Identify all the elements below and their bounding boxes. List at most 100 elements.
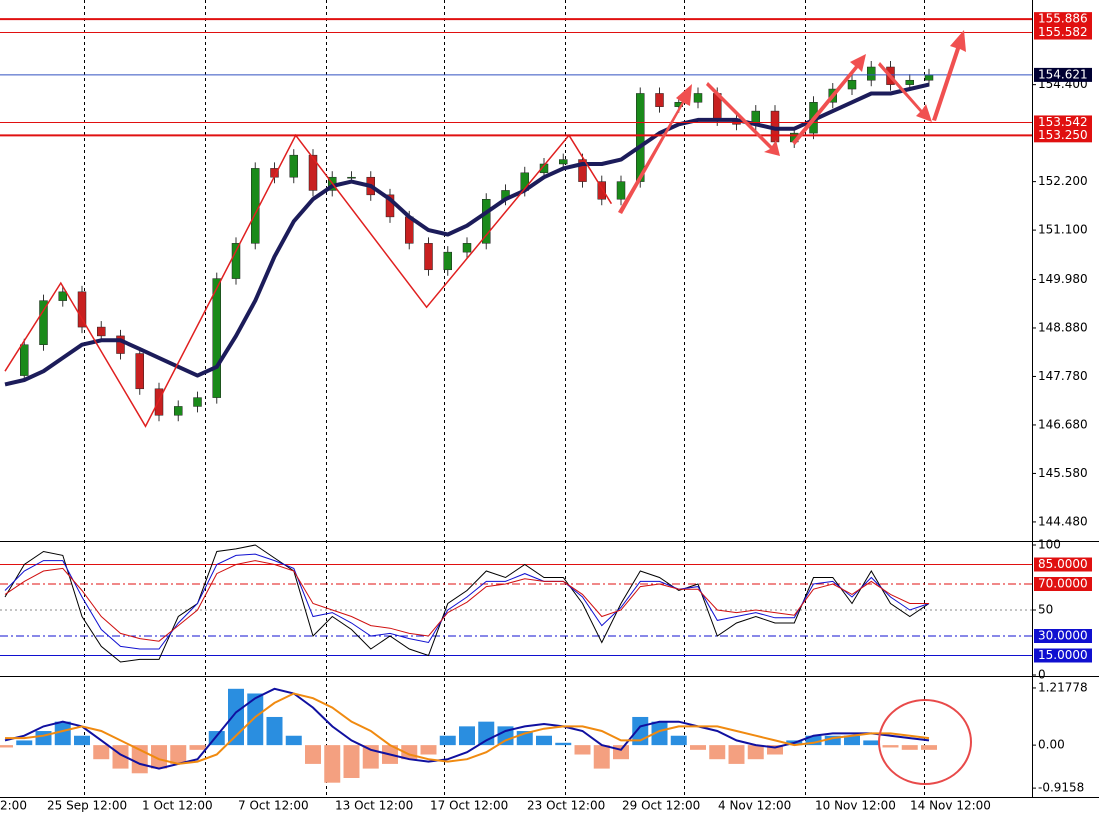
level-label-box: [1034, 25, 1092, 40]
level-label-box: [1034, 557, 1092, 572]
candle: [655, 93, 664, 107]
plot-area: 144.480 145.580 146.680 147.780 148.880 149.9…: [0, 12, 1092, 813]
moving-average: [4, 82, 930, 387]
histogram-bar: [728, 745, 745, 764]
candle: [559, 159, 568, 165]
candle: [847, 79, 857, 90]
histogram-bar: [882, 745, 899, 748]
y-tick-label: 50: [1038, 603, 1053, 617]
histogram-bar: [574, 745, 591, 755]
y-tick-label: 151.100: [1038, 223, 1088, 237]
time-grid: [84, 0, 925, 797]
candle: [97, 326, 106, 337]
level-label-box: [1034, 577, 1092, 591]
x-tick-label: 29 Oct 12:00: [622, 799, 700, 813]
histogram-bar: [901, 745, 918, 750]
x-tick-label: 14 Nov 12:00: [910, 799, 991, 813]
y-tick-label: 145.580: [1038, 466, 1088, 480]
x-tick-label: 2:00: [0, 799, 27, 813]
histogram-bar: [74, 735, 90, 746]
y-tick-label: 1.21778: [1038, 680, 1088, 694]
level-label: 85.0000: [1038, 557, 1088, 571]
histogram-bar: [555, 742, 572, 746]
histogram-bar: [189, 745, 206, 750]
level-label: 155.582: [1038, 25, 1088, 39]
y-tick-label: 144.480: [1038, 514, 1088, 528]
histogram-bar: [16, 740, 33, 746]
histogram-bar: [0, 745, 13, 748]
x-tick-label: 7 Oct 12:00: [238, 799, 309, 813]
histogram-bar: [324, 745, 341, 783]
histogram-bar: [670, 735, 687, 746]
oscillator-line: [4, 544, 930, 663]
y-tick-label: 152.200: [1038, 174, 1088, 188]
candle: [193, 397, 202, 407]
level-label-box: [1034, 128, 1092, 143]
candle: [693, 93, 703, 103]
highlight-circle: [878, 699, 972, 785]
annotations: [618, 30, 972, 785]
histogram-bar: [690, 745, 706, 750]
level-label: 155.886: [1038, 12, 1088, 26]
histogram-bar: [247, 693, 264, 746]
frame: [0, 0, 1099, 798]
candle: [578, 159, 587, 182]
y-tick-label: 149.980: [1038, 272, 1088, 286]
histogram-bar: [747, 745, 764, 760]
x-tick-label: 25 Sep 12:00: [47, 799, 127, 813]
histogram-bar: [266, 716, 283, 746]
y-tick-label: 147.780: [1038, 369, 1088, 383]
histogram-bar: [459, 726, 475, 746]
histogram-bar: [709, 745, 726, 760]
candle: [482, 198, 491, 244]
histogram-bar: [651, 721, 668, 746]
y-tick-label: 148.880: [1038, 320, 1088, 334]
candle: [231, 243, 241, 279]
histogram-bar: [921, 745, 937, 750]
candle: [597, 181, 606, 200]
level-label-box: [1034, 115, 1092, 130]
candle: [308, 154, 318, 191]
histogram-bar: [151, 745, 167, 769]
candle: [289, 154, 298, 178]
histogram-bar: [93, 745, 110, 760]
histogram-bar: [844, 735, 860, 746]
arrow-up: [618, 84, 692, 214]
y-tick-label: 100: [1038, 538, 1061, 552]
histogram-bar: [362, 745, 379, 769]
candle: [347, 176, 356, 179]
candle: [616, 181, 626, 200]
macd-line: [4, 687, 930, 770]
histogram-bar: [805, 735, 822, 746]
x-tick-label: 4 Nov 12:00: [718, 799, 791, 813]
candle: [20, 344, 29, 376]
candle: [174, 406, 183, 416]
histogram-bar: [343, 745, 360, 778]
candle: [58, 291, 67, 301]
histogram-bar: [305, 745, 321, 764]
histogram-bar: [593, 745, 610, 769]
level-label: 70.0000: [1038, 577, 1088, 591]
arrow-down: [878, 62, 932, 122]
candle: [539, 163, 549, 174]
candle: [116, 335, 125, 354]
histogram-bar: [420, 745, 437, 755]
level-label: 154.621: [1038, 67, 1088, 81]
level-label-box: [1034, 12, 1092, 27]
level-label: 153.250: [1038, 128, 1088, 142]
histogram-bar: [863, 740, 880, 746]
arrow-up: [932, 30, 966, 121]
histogram-bar: [478, 721, 495, 746]
histogram-bar: [439, 735, 456, 746]
y-tick-label: -0.9158: [1038, 781, 1084, 795]
candle: [905, 79, 914, 85]
x-tick-label: 17 Oct 12:00: [430, 799, 508, 813]
candle: [462, 243, 472, 253]
candle: [443, 251, 452, 271]
level-label: 153.542: [1038, 115, 1088, 129]
level-label-box: [1034, 629, 1092, 643]
level-label: 15.0000: [1038, 648, 1088, 662]
oscillator-line: [4, 553, 930, 650]
histogram-bar: [613, 745, 629, 760]
